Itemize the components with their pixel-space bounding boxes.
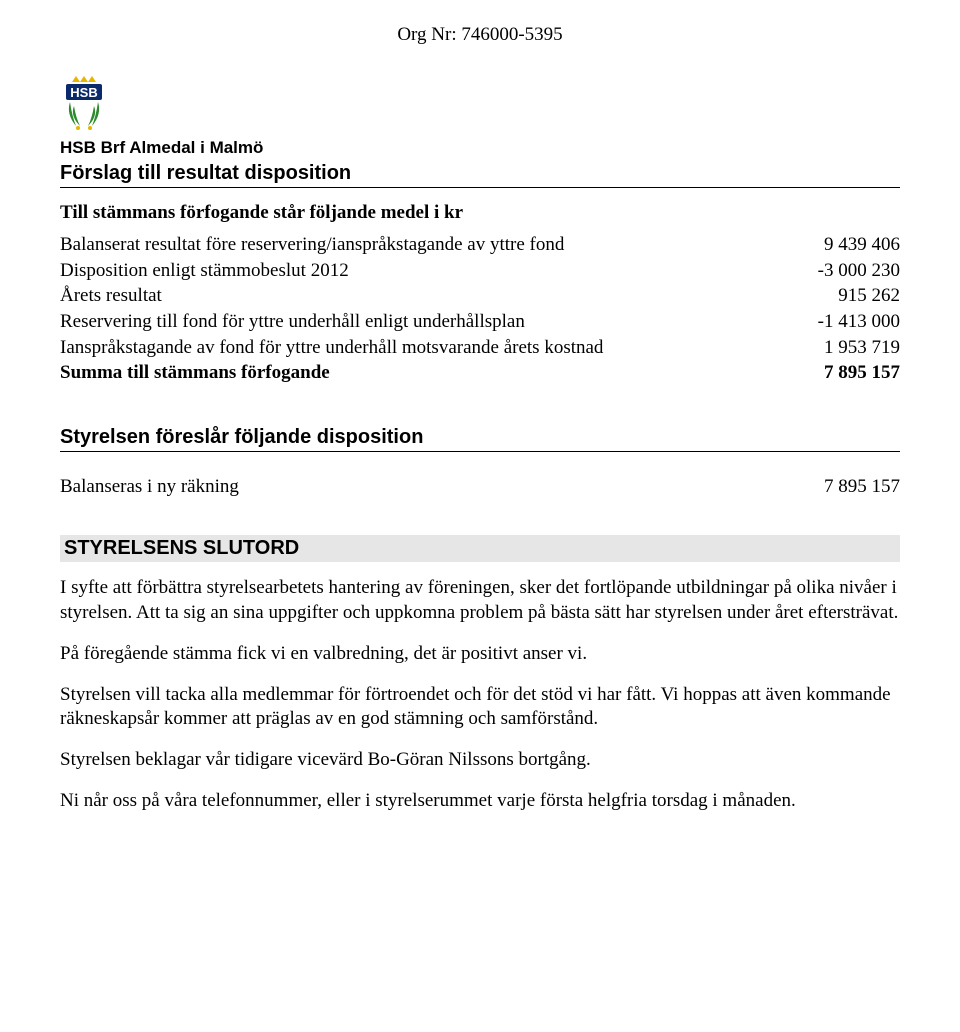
- row-value: 1 953 719: [760, 335, 900, 361]
- section-title-disposition: Förslag till resultat disposition: [60, 162, 900, 188]
- section-title-proposal: Styrelsen föreslår följande disposition: [60, 426, 900, 452]
- paragraph: På föregående stämma fick vi en valbredn…: [60, 642, 900, 667]
- subsection-title: Till stämmans förfogande står följande m…: [60, 202, 900, 224]
- table-row: Ianspråkstagande av fond för yttre under…: [60, 335, 900, 361]
- table-row: Reservering till fond för yttre underhål…: [60, 309, 900, 335]
- slutord-title: STYRELSENS SLUTORD: [60, 535, 900, 562]
- financial-table-1: Balanserat resultat före reservering/ian…: [60, 232, 900, 386]
- financial-table-2: Balanseras i ny räkning 7 895 157: [60, 474, 900, 500]
- table-row: Årets resultat 915 262: [60, 283, 900, 309]
- row-label: Disposition enligt stämmobeslut 2012: [60, 258, 760, 284]
- row-label: Balanserat resultat före reservering/ian…: [60, 232, 760, 258]
- row-value: 9 439 406: [760, 232, 900, 258]
- row-label: Ianspråkstagande av fond för yttre under…: [60, 335, 720, 361]
- row-value: -1 413 000: [760, 309, 900, 335]
- svg-text:HSB: HSB: [70, 85, 97, 100]
- document-page: Org Nr: 746000-5395 HSB HSB Brf Almedal …: [0, 0, 960, 1032]
- paragraph: I syfte att förbättra styrelsearbetets h…: [60, 576, 900, 625]
- row-label: Reservering till fond för yttre underhål…: [60, 309, 760, 335]
- org-name: HSB Brf Almedal i Malmö: [60, 138, 900, 158]
- paragraph: Styrelsen beklagar vår tidigare vicevärd…: [60, 748, 900, 773]
- row-label: Årets resultat: [60, 283, 760, 309]
- table-row: Balanserat resultat före reservering/ian…: [60, 232, 900, 258]
- org-number: Org Nr: 746000-5395: [60, 24, 900, 46]
- paragraph: Ni når oss på våra telefonnummer, eller …: [60, 789, 900, 814]
- row-value: -3 000 230: [760, 258, 900, 284]
- row-value: 7 895 157: [760, 360, 900, 386]
- row-value: 7 895 157: [760, 474, 900, 500]
- row-label: Summa till stämmans förfogande: [60, 360, 760, 386]
- hsb-logo: HSB: [60, 74, 108, 132]
- table-row: Balanseras i ny räkning 7 895 157: [60, 474, 900, 500]
- row-value: 915 262: [760, 283, 900, 309]
- table-row: Disposition enligt stämmobeslut 2012 -3 …: [60, 258, 900, 284]
- row-label: Balanseras i ny räkning: [60, 474, 760, 500]
- header-row: HSB: [60, 74, 900, 132]
- table-row-sum: Summa till stämmans förfogande 7 895 157: [60, 360, 900, 386]
- paragraph: Styrelsen vill tacka alla medlemmar för …: [60, 683, 900, 732]
